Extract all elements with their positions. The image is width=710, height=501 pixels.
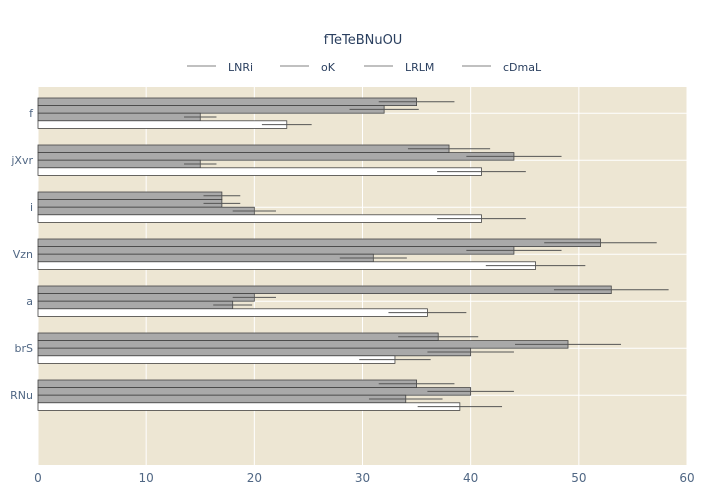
bar[interactable] xyxy=(37,191,223,200)
bar[interactable] xyxy=(37,120,288,129)
x-tick-label: 40 xyxy=(463,471,478,485)
bar[interactable] xyxy=(37,253,374,263)
legend-label: cDmaL xyxy=(503,61,542,74)
bar[interactable] xyxy=(37,340,569,349)
legend-item[interactable]: cDmaL xyxy=(462,61,542,74)
y-tick-label: brS xyxy=(15,342,34,355)
bar[interactable] xyxy=(37,308,428,317)
bar[interactable] xyxy=(37,206,255,216)
bar[interactable] xyxy=(37,261,536,270)
bar[interactable] xyxy=(37,355,396,364)
axes: 0 10 20 30 40 50 60 f jXvr i Vzn a brS RNu xyxy=(10,107,694,485)
bar[interactable] xyxy=(37,167,482,176)
x-tick-label: 20 xyxy=(247,471,262,485)
legend[interactable]: LNRi oK LRLM cDmaL xyxy=(187,61,542,74)
bar[interactable] xyxy=(37,394,407,404)
bar[interactable] xyxy=(37,285,612,294)
bar[interactable] xyxy=(37,152,515,161)
bar[interactable] xyxy=(37,214,482,223)
y-tick-label: jXvr xyxy=(10,154,33,167)
bar[interactable] xyxy=(37,379,417,388)
bar[interactable] xyxy=(37,112,201,122)
legend-item[interactable]: oK xyxy=(280,61,336,74)
x-tick-label: 60 xyxy=(679,471,694,485)
legend-label: LRLM xyxy=(405,61,434,74)
bar[interactable] xyxy=(37,387,472,396)
x-tick-label: 30 xyxy=(355,471,370,485)
y-tick-label: RNu xyxy=(10,389,33,402)
bar[interactable] xyxy=(37,97,417,106)
bar[interactable] xyxy=(37,246,515,255)
y-tick-label: f xyxy=(29,107,34,120)
x-tick-label: 50 xyxy=(571,471,586,485)
bar[interactable] xyxy=(37,332,439,341)
legend-label: oK xyxy=(321,61,336,74)
x-tick-label: 0 xyxy=(34,471,42,485)
x-tick-label: 10 xyxy=(139,471,154,485)
bar[interactable] xyxy=(37,159,201,169)
chart-title: fTeTeBNuOU xyxy=(324,33,403,48)
legend-item[interactable]: LRLM xyxy=(364,61,434,74)
bar[interactable] xyxy=(37,293,255,302)
bar[interactable] xyxy=(37,347,472,357)
bar[interactable] xyxy=(37,105,385,114)
bar[interactable] xyxy=(37,402,461,411)
y-tick-label: a xyxy=(26,295,33,308)
bar[interactable] xyxy=(37,300,234,310)
legend-item[interactable]: LNRi xyxy=(187,61,253,74)
error-bars xyxy=(184,101,669,408)
bar[interactable] xyxy=(37,199,223,208)
y-tick-label: i xyxy=(30,201,33,214)
bars xyxy=(37,97,612,411)
y-tick-label: Vzn xyxy=(13,248,33,261)
bar[interactable] xyxy=(37,238,601,247)
bar[interactable] xyxy=(37,144,450,153)
legend-label: LNRi xyxy=(228,61,253,74)
